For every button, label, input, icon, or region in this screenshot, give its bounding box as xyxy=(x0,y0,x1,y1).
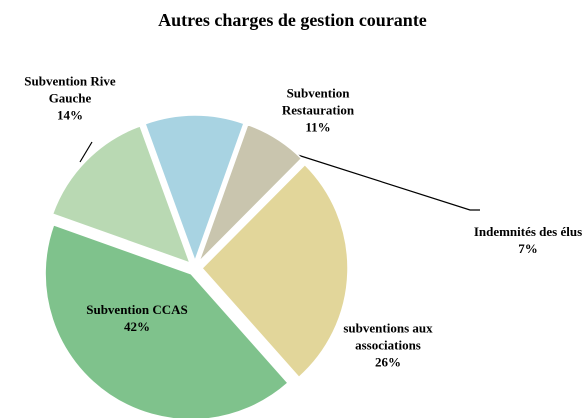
slice-value: 42% xyxy=(124,319,150,334)
pie-slice xyxy=(144,114,245,264)
slice-value: 11% xyxy=(305,119,331,135)
slice-value: 14% xyxy=(57,107,83,123)
slice-name: Subvention CCAS xyxy=(86,302,188,317)
slice-value: 26% xyxy=(375,354,401,370)
pie-slice xyxy=(200,163,349,379)
slice-label: Subvention Restauration 11% xyxy=(253,85,383,136)
slice-name: Subvention Rive Gauche xyxy=(24,73,116,106)
chart-title: Autres charges de gestion courante xyxy=(158,10,427,30)
pie-slice xyxy=(198,123,303,263)
pie-slice xyxy=(51,124,192,265)
slice-label: subventions aux associations 26% xyxy=(323,320,453,371)
slice-name: Subvention Restauration xyxy=(281,85,355,118)
slice-label: Subvention Rive Gauche 14% xyxy=(5,73,135,124)
slice-label: Indemnités des élus 7% xyxy=(463,223,585,257)
pie-slice xyxy=(44,223,290,418)
leader-line xyxy=(79,141,93,163)
slice-value: 7% xyxy=(518,241,538,256)
slice-name: Indemnités des élus xyxy=(473,224,583,239)
leader-line xyxy=(281,149,480,211)
slice-name: subventions aux associations xyxy=(343,320,433,353)
slice-label: Subvention CCAS 42% xyxy=(72,301,202,335)
